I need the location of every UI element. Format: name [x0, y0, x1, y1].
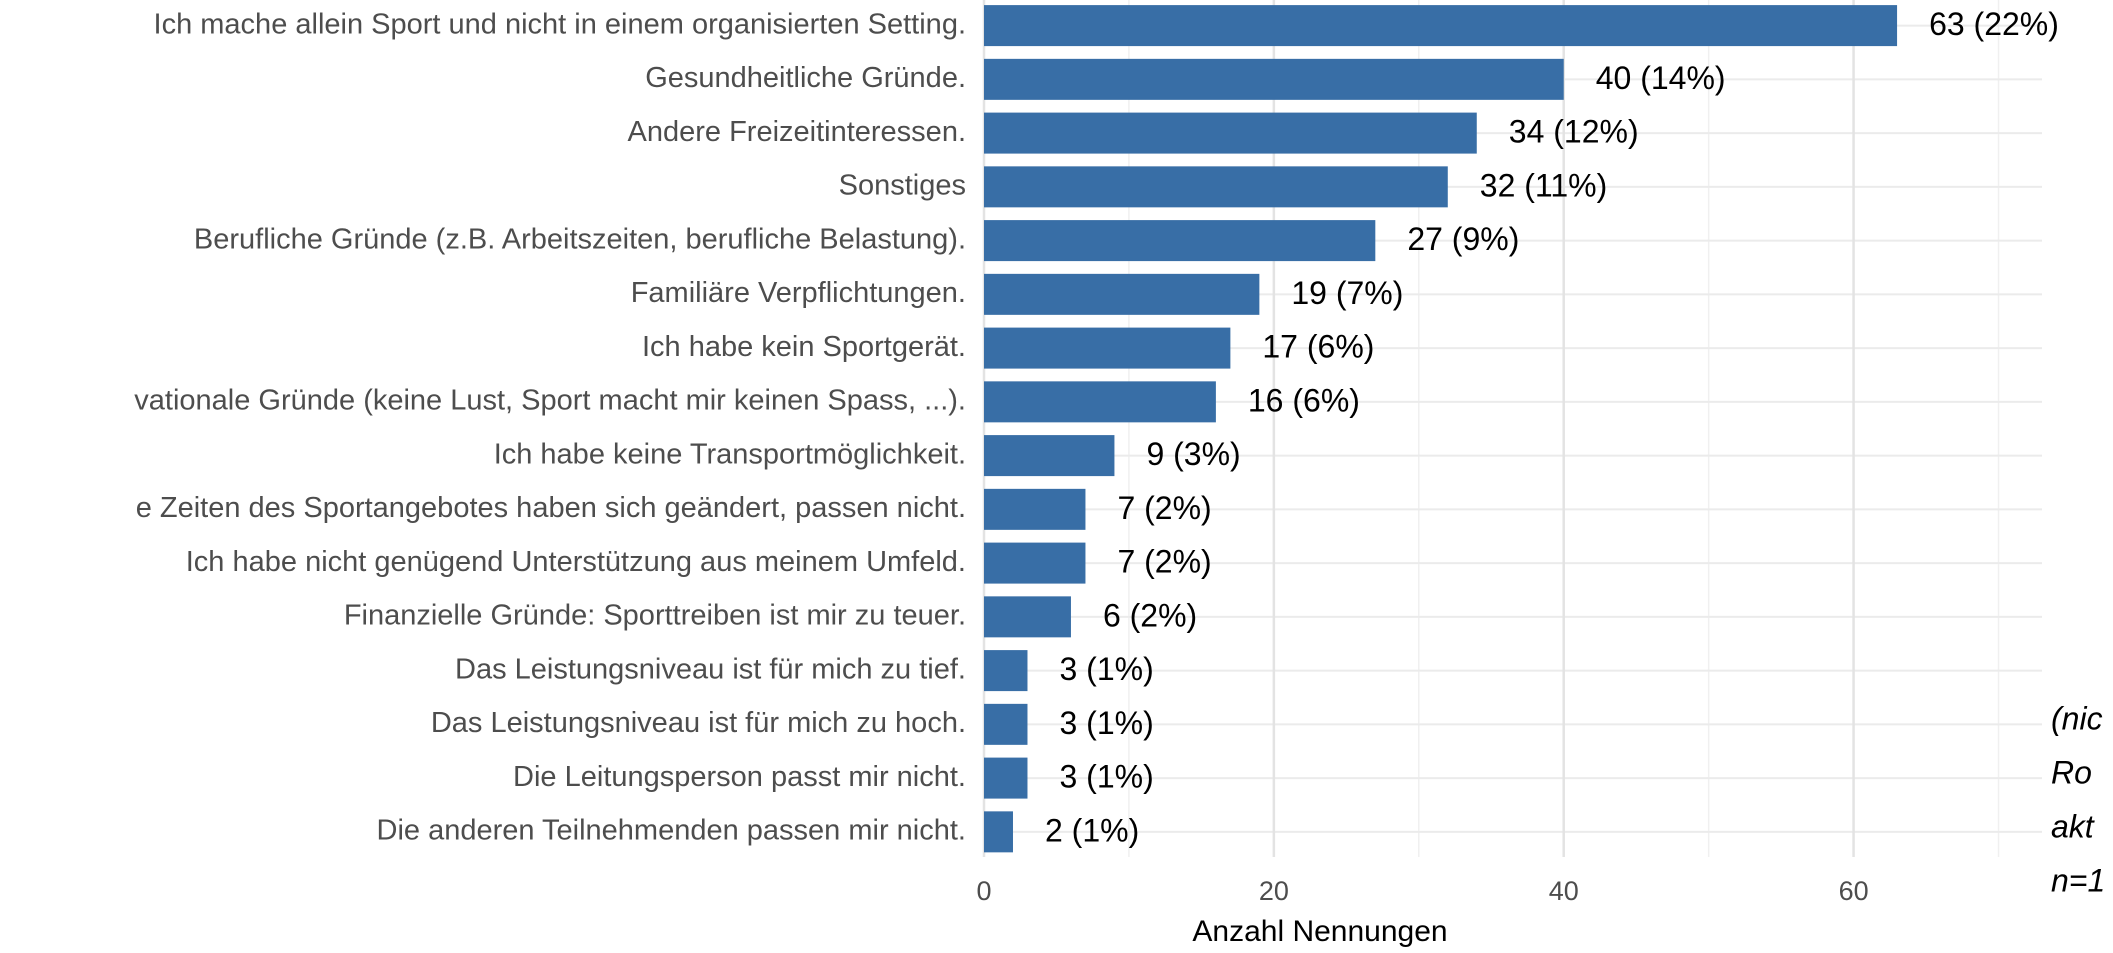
y-tick-label: Die Leitungsperson passt mir nicht.	[513, 761, 966, 793]
y-tick-label: Sonstiges	[839, 170, 966, 202]
value-label: 40 (14%)	[1596, 60, 1726, 96]
annotation: n=1	[2051, 862, 2105, 898]
y-tick-label: Gesundheitliche Gründe.	[645, 62, 966, 94]
value-label: 3 (1%)	[1059, 651, 1153, 687]
bar	[984, 58, 1564, 100]
bar	[984, 381, 1216, 423]
value-label: 6 (2%)	[1103, 597, 1197, 633]
value-label: 19 (7%)	[1291, 275, 1403, 311]
annotation: Ro	[2051, 754, 2092, 790]
bar	[984, 703, 1028, 745]
bar	[984, 5, 1898, 47]
value-label: 16 (6%)	[1248, 382, 1360, 418]
annotation: akt	[2051, 808, 2095, 844]
bar	[984, 757, 1028, 799]
bar	[984, 811, 1013, 853]
value-label: 27 (9%)	[1407, 221, 1519, 257]
value-label: 3 (1%)	[1059, 705, 1153, 741]
bar	[984, 273, 1260, 315]
y-tick-label: Finanzielle Gründe: Sporttreiben ist mir…	[344, 600, 966, 632]
y-tick-label: Berufliche Gründe (z.B. Arbeitszeiten, b…	[194, 223, 966, 255]
value-label: 17 (6%)	[1262, 329, 1374, 365]
value-label: 32 (11%)	[1480, 167, 1607, 203]
y-tick-label: Die anderen Teilnehmenden passen mir nic…	[377, 815, 967, 847]
y-tick-label: Das Leistungsniveau ist für mich zu hoch…	[431, 707, 966, 739]
x-tick-label: 60	[1839, 876, 1869, 906]
bar	[984, 650, 1028, 692]
y-tick-label: e Zeiten des Sportangebotes haben sich g…	[136, 492, 966, 524]
y-tick-label: Ich habe keine Transportmöglichkeit.	[494, 438, 966, 470]
x-tick-label: 20	[1259, 876, 1289, 906]
x-axis-title: Anzahl Nennungen	[1192, 915, 1447, 948]
value-label: 34 (12%)	[1509, 114, 1639, 150]
value-label: 9 (3%)	[1146, 436, 1240, 472]
annotation: (nic	[2051, 700, 2103, 736]
y-tick-label: Ich mache allein Sport und nicht in eine…	[154, 8, 966, 40]
x-tick-label: 40	[1549, 876, 1579, 906]
bar	[984, 542, 1086, 584]
bar	[984, 112, 1477, 154]
bar	[984, 488, 1086, 530]
bar	[984, 327, 1231, 369]
value-label: 2 (1%)	[1045, 812, 1139, 848]
value-label: 3 (1%)	[1059, 759, 1153, 795]
y-tick-label: Andere Freizeitinteressen.	[628, 116, 967, 148]
bar	[984, 435, 1115, 477]
y-tick-label: vationale Gründe (keine Lust, Sport mach…	[134, 385, 966, 417]
y-tick-label: Das Leistungsniveau ist für mich zu tief…	[455, 653, 966, 685]
y-tick-label: Familiäre Verpflichtungen.	[631, 277, 966, 309]
y-tick-label: Ich habe nicht genügend Unterstützung au…	[186, 546, 966, 578]
value-label: 7 (2%)	[1117, 544, 1211, 580]
value-label: 63 (22%)	[1929, 6, 2059, 42]
bar	[984, 596, 1071, 638]
bar	[984, 220, 1376, 262]
bar	[984, 166, 1448, 208]
value-label: 7 (2%)	[1117, 490, 1211, 526]
y-tick-label: Ich habe kein Sportgerät.	[642, 331, 966, 363]
x-tick-label: 0	[976, 876, 991, 906]
